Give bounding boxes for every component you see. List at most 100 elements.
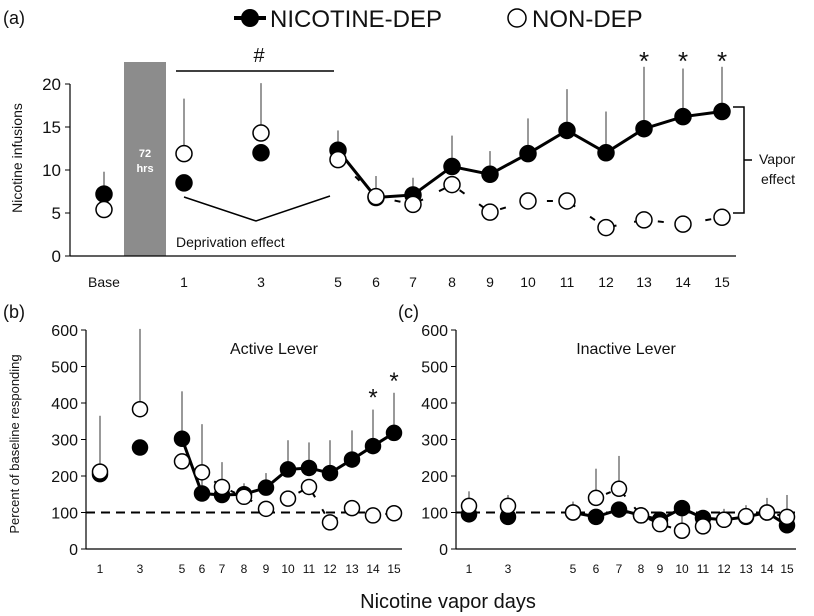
c-y-tick-label: 0 — [439, 542, 448, 559]
a-x-tick-label: 12 — [598, 274, 614, 290]
b-x-tick-label: 7 — [219, 562, 226, 576]
b-nondep-point — [321, 514, 339, 531]
b-x-tick-label: 14 — [366, 562, 380, 576]
hash-marker: # — [253, 45, 265, 67]
c-x-tick-label: 12 — [717, 562, 731, 576]
a-nondep-point — [635, 211, 653, 229]
b-nondep-point — [300, 478, 318, 496]
a-nondep-point — [329, 150, 347, 169]
c-nondep-point — [737, 507, 755, 525]
a-y-tick-label: 0 — [52, 247, 61, 266]
b-nondep-point — [131, 400, 149, 418]
c-nondep-point — [632, 507, 650, 524]
a-dep-point — [713, 102, 731, 121]
b-dep-point — [257, 479, 275, 496]
b-y-tick-label: 200 — [51, 469, 78, 486]
b-nondep-point — [173, 453, 191, 470]
c-nondep-point — [715, 511, 733, 529]
c-x-tick-label: 6 — [593, 562, 600, 576]
a-y-tick-label: 10 — [42, 161, 61, 180]
c-x-tick-label: 5 — [570, 562, 577, 576]
c-nondep-point — [651, 515, 669, 533]
a-x-tick-label: 10 — [520, 274, 536, 290]
c-y-tick-label: 400 — [421, 396, 448, 413]
b-nondep-point — [385, 504, 403, 522]
b-x-tick-label: 11 — [303, 562, 316, 576]
c-y-tick-label: 500 — [421, 360, 448, 377]
panel-c-label: (c) — [398, 302, 419, 322]
a-nondep-point — [367, 187, 385, 206]
vapor-effect-label-1: Vapor — [759, 151, 796, 167]
b-dep-point — [364, 437, 382, 455]
panel-b-title: Active Lever — [230, 341, 319, 358]
b-dep-point — [343, 451, 361, 468]
panel-c-title: Inactive Lever — [576, 341, 676, 358]
b-dep-point — [279, 461, 297, 478]
b-y-tick-label: 500 — [51, 360, 78, 377]
b-x-tick-label: 10 — [281, 562, 295, 576]
a-x-tick-label: 6 — [372, 274, 380, 290]
a-significance-star: * — [639, 46, 649, 76]
a-x-tick-label: 15 — [714, 274, 730, 290]
b-nondep-point — [279, 490, 297, 507]
c-nondep-point — [460, 497, 478, 515]
b-nondep-point — [213, 478, 231, 496]
a-dep-point — [175, 174, 193, 192]
panel-a-label: (a) — [3, 8, 25, 28]
b-dep-point — [193, 485, 211, 502]
c-x-tick-label: 11 — [697, 562, 710, 576]
a-dep-point — [252, 144, 270, 162]
a-x-tick-label: 8 — [448, 274, 456, 290]
c-x-tick-label: 3 — [505, 562, 512, 576]
a-x-tick-label: 5 — [334, 274, 342, 290]
b-x-tick-label: 12 — [323, 562, 337, 576]
c-x-tick-label: 14 — [760, 562, 774, 576]
b-nondep-point — [91, 463, 109, 480]
c-y-tick-label: 100 — [421, 506, 448, 523]
c-nondep-point — [778, 508, 796, 526]
deprivation-bar — [124, 62, 166, 256]
x-axis-title: Nicotine vapor days — [360, 591, 536, 613]
a-nondep-point — [713, 208, 731, 227]
a-nondep-point — [252, 124, 270, 142]
a-dep-point — [674, 107, 692, 126]
b-dep-point — [300, 459, 318, 477]
a-nondep-point — [175, 144, 193, 163]
b-x-tick-label: 8 — [241, 562, 248, 576]
a-nondep-point — [558, 192, 576, 210]
b-nondep-point — [235, 488, 253, 506]
legend-nondep-marker — [507, 8, 527, 28]
a-y-tick-label: 15 — [42, 118, 61, 137]
c-x-tick-label: 1 — [466, 562, 473, 576]
b-y-tick-label: 400 — [51, 396, 78, 413]
c-nondep-point — [758, 504, 776, 521]
a-x-tick-label: Base — [88, 274, 120, 290]
a-nondep-point — [597, 218, 615, 237]
legend: NICOTINE-DEP NON-DEP — [234, 6, 643, 33]
a-x-tick-label: 1 — [180, 274, 188, 290]
c-nondep-point — [499, 497, 517, 515]
c-x-tick-label: 7 — [616, 562, 623, 576]
c-dep-point — [587, 508, 605, 526]
b-y-tick-label: 0 — [69, 542, 78, 559]
a-y-tick-label: 5 — [52, 204, 61, 223]
legend-nondep-label: NON-DEP — [532, 6, 643, 33]
a-nondep-point — [443, 175, 461, 194]
b-x-tick-label: 6 — [199, 562, 206, 576]
a-significance-star: * — [678, 46, 688, 76]
a-nondep-point — [95, 200, 113, 219]
a-x-tick-label: 9 — [486, 274, 494, 290]
legend-dep-marker — [241, 9, 259, 27]
panel-a-ylabel: Nicotine infusions — [9, 103, 25, 213]
a-dep-point — [95, 185, 113, 203]
b-dep-point — [173, 430, 191, 448]
b-y-tick-label: 600 — [51, 323, 78, 340]
b-dep-point — [385, 424, 403, 442]
b-significance-star: * — [389, 368, 398, 395]
a-x-tick-label: 13 — [636, 274, 652, 290]
panel-b-label: (b) — [3, 302, 25, 322]
b-x-tick-label: 9 — [263, 562, 270, 576]
b-x-tick-label: 15 — [387, 562, 401, 576]
b-dep-point — [321, 464, 339, 482]
